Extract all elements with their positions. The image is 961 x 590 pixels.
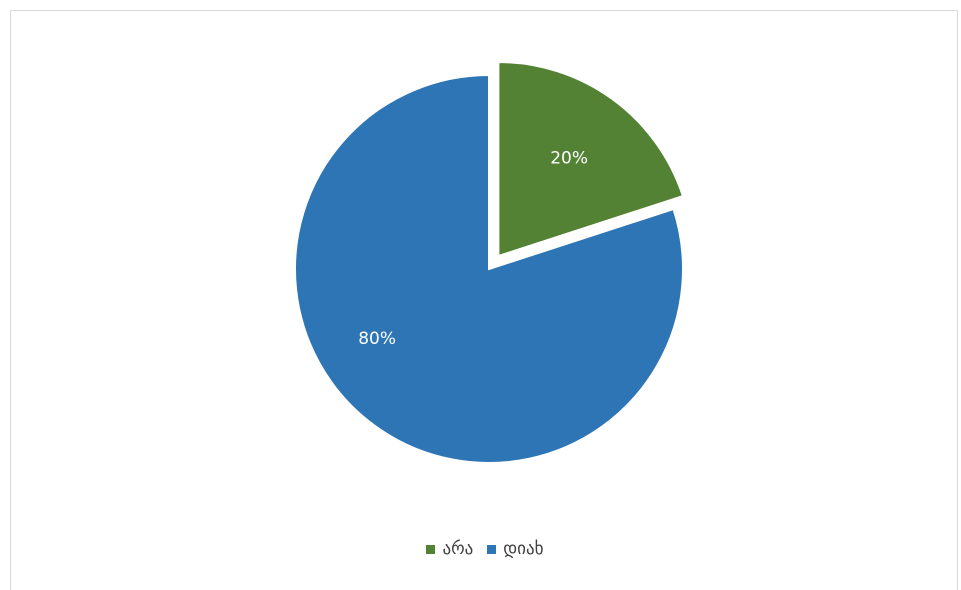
chart-frame: 20% 80% არა დიახ (10, 10, 958, 590)
legend-item-1: არა (426, 539, 473, 559)
pie-chart: 20% 80% (294, 61, 685, 464)
legend-item-2: დიახ (487, 539, 544, 559)
legend-label-2: დიახ (503, 539, 544, 559)
legend-swatch-1 (426, 544, 436, 554)
legend: არა დიახ (11, 539, 959, 559)
data-label-1: 20% (550, 149, 588, 169)
pie-slice-2 (294, 73, 684, 464)
legend-swatch-2 (487, 544, 497, 554)
legend-label-1: არა (442, 539, 474, 559)
data-label-2: 80% (358, 329, 396, 349)
pie-slice-1 (497, 61, 685, 258)
